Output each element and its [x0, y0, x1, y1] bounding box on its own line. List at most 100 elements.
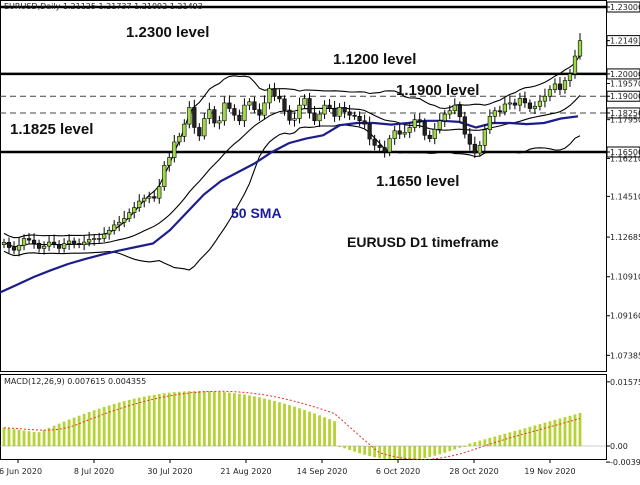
macd-bar: [533, 425, 537, 446]
macd-bar: [343, 446, 346, 449]
candle-body: [21, 238, 27, 246]
candle-body: [322, 104, 327, 115]
macd-bar: [157, 393, 161, 446]
candle-body: [36, 242, 42, 249]
price-tick-label: 1.12685: [610, 233, 640, 242]
macd-bar: [97, 408, 101, 446]
macd-bar: [137, 397, 141, 446]
candle-body: [26, 238, 32, 241]
candle-body: [257, 109, 262, 116]
macd-bar: [378, 446, 382, 459]
candle-body: [567, 73, 573, 81]
candle-body: [327, 104, 332, 109]
candle-body: [457, 104, 462, 118]
candle-body: [312, 112, 317, 122]
candle-body: [292, 118, 297, 121]
macd-bar: [77, 415, 81, 446]
macd-bar: [37, 432, 41, 446]
macd-bar: [383, 446, 387, 459]
price-tick-label: 1.18250: [610, 109, 640, 118]
candle-body: [172, 141, 177, 158]
candle-body: [422, 121, 427, 136]
macd-bar: [27, 431, 31, 446]
candle-body: [247, 101, 252, 106]
macd-bar: [393, 446, 397, 459]
macd-bar: [403, 446, 407, 459]
candle-body: [282, 98, 287, 111]
time-tick-label: 14 Sep 2020: [297, 467, 348, 476]
price-tick-label: 1.09160: [610, 312, 640, 321]
macd-bar: [192, 391, 196, 446]
macd-bar: [303, 409, 306, 446]
macd-bar: [142, 396, 146, 446]
macd-bar: [177, 391, 181, 446]
candle-body: [92, 238, 97, 240]
macd-bar: [72, 417, 76, 446]
macd-bar: [132, 398, 136, 446]
candle-body: [242, 104, 247, 122]
macd-panel-frame: [0, 374, 607, 460]
candle-body: [197, 127, 202, 137]
macd-tick-label: 0.00: [610, 442, 628, 451]
candle-body: [122, 218, 127, 223]
candle-body: [427, 134, 432, 139]
candle-body: [367, 123, 372, 140]
macd-bar: [87, 412, 91, 446]
macd-bar: [117, 402, 121, 446]
candle-body: [357, 116, 362, 122]
macd-bar: [147, 395, 151, 446]
macd-bar: [368, 446, 372, 457]
candle-body: [67, 240, 72, 244]
macd-bar: [122, 401, 126, 446]
candle-body: [262, 102, 267, 116]
candle-body: [487, 116, 492, 130]
time-tick-label: 21 Aug 2020: [220, 467, 271, 476]
macd-bar: [338, 446, 341, 447]
candle-body: [522, 98, 528, 104]
time-tick-label: 6 Oct 2020: [376, 467, 420, 476]
candle-body: [382, 147, 387, 153]
macd-histogram: [0, 390, 606, 460]
macd-bar: [12, 429, 16, 446]
candle-body: [562, 80, 568, 90]
macd-bar: [448, 446, 452, 452]
macd-bar: [172, 392, 176, 446]
candle-body: [31, 239, 37, 244]
candle-body: [142, 197, 147, 202]
candle-body: [482, 129, 487, 146]
price-tick-label: 1.07385: [610, 351, 640, 360]
macd-bar: [498, 435, 502, 446]
candle-body: [532, 105, 538, 109]
candle-body: [527, 102, 533, 109]
candle-body: [447, 110, 452, 115]
candle-body: [537, 100, 543, 107]
macd-bar: [398, 446, 402, 459]
macd-bar: [508, 432, 512, 446]
candle-body: [492, 110, 497, 117]
macd-bar: [468, 443, 472, 446]
macd-bar: [463, 446, 467, 447]
candle-body: [237, 114, 242, 122]
candle-body: [472, 143, 477, 154]
candle-body: [317, 113, 322, 122]
candle-body: [102, 233, 107, 239]
candle-body: [112, 224, 117, 231]
candle-body: [442, 113, 447, 122]
middle-band-line: [3, 95, 581, 248]
candle-body: [432, 128, 437, 139]
candle-body: [252, 101, 257, 110]
candle-body: [51, 241, 57, 245]
macd-bar: [478, 440, 482, 446]
macd-bar: [473, 442, 477, 446]
candle-body: [437, 120, 442, 130]
macd-bar: [222, 392, 226, 446]
macd-bar: [248, 395, 251, 446]
price-tick-label: 1.16500: [610, 148, 640, 157]
macd-bar: [488, 437, 492, 446]
candle-body: [417, 119, 422, 123]
candle-body: [107, 230, 112, 235]
symbol-header: EURUSD,Daily 1.21125 1.21737 1.21092 1.2…: [4, 2, 203, 11]
upper-band-line: [3, 54, 581, 239]
